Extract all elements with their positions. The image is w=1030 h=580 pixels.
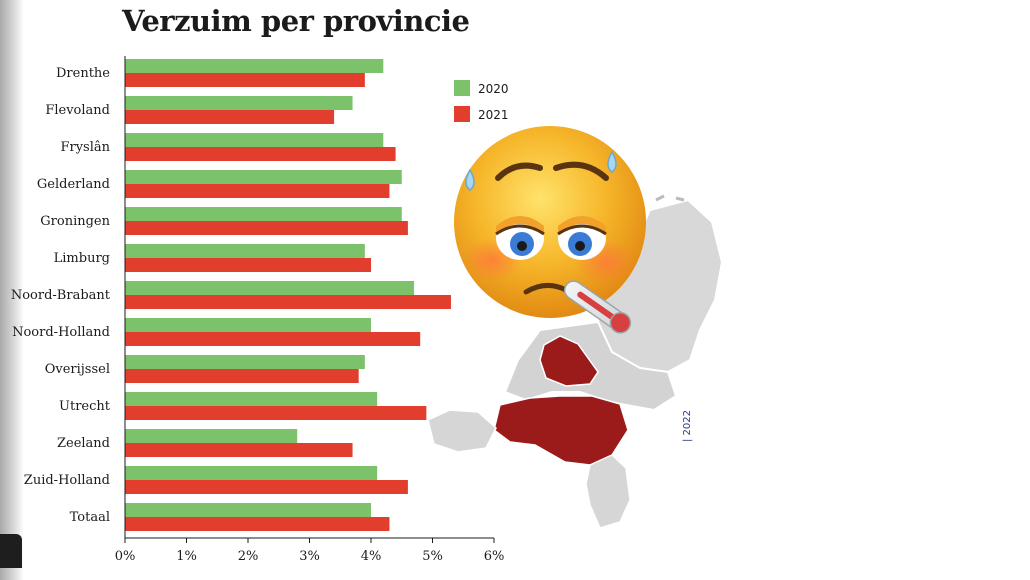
category-label: Overijssel (45, 362, 110, 377)
category-label: Flevoland (45, 103, 110, 118)
bar-2020-11 (125, 466, 378, 480)
bar-2021-1 (125, 110, 335, 124)
category-label: Noord-Brabant (11, 288, 111, 303)
map-zeeland (427, 409, 497, 453)
bar-2020-0 (125, 59, 384, 73)
bar-2021-4 (125, 221, 408, 235)
bar-2021-11 (125, 480, 408, 494)
x-tick-label: 0% (115, 549, 136, 564)
category-label: Limburg (54, 251, 110, 266)
bar-2021-3 (125, 184, 390, 198)
legend-label-2021: 2021 (478, 108, 509, 122)
x-tick-label: 4% (361, 549, 382, 564)
x-tick-label: 1% (176, 549, 197, 564)
bar-2021-8 (125, 369, 359, 383)
bar-2020-4 (125, 207, 402, 221)
bar-2021-9 (125, 406, 427, 420)
category-label: Gelderland (37, 177, 110, 192)
bar-2021-7 (125, 332, 421, 346)
category-label: Zeeland (57, 436, 110, 451)
bar-2021-6 (125, 295, 451, 309)
map-limburg (585, 454, 631, 529)
bar-2021-0 (125, 73, 365, 87)
category-label: Fryslân (60, 140, 110, 155)
x-tick-label: 6% (484, 549, 505, 564)
category-label: Noord-Holland (12, 325, 110, 340)
category-label: Groningen (40, 214, 110, 229)
page-edge-shadow (0, 0, 24, 580)
category-label: Zuid-Holland (24, 473, 110, 488)
bar-2020-6 (125, 281, 415, 295)
x-tick-label: 3% (299, 549, 320, 564)
map-noord-brabant (493, 395, 629, 466)
bar-2020-3 (125, 170, 402, 184)
bar-2020-9 (125, 392, 378, 406)
chart-title: Verzuim per provincie (122, 4, 470, 38)
legend-swatch-2020 (454, 80, 470, 96)
legend-label-2020: 2020 (478, 82, 509, 96)
bar-2020-12 (125, 503, 371, 517)
category-label: Totaal (70, 510, 110, 525)
bar-2020-7 (125, 318, 371, 332)
bar-2021-12 (125, 517, 390, 531)
bar-2021-2 (125, 147, 396, 161)
x-tick-label: 5% (422, 549, 443, 564)
category-label: Utrecht (59, 399, 111, 414)
bar-2020-10 (125, 429, 298, 443)
bar-2021-10 (125, 443, 353, 457)
x-tick-label: 2% (238, 549, 259, 564)
bar-2020-2 (125, 133, 384, 147)
credit-text: | 2022 (682, 410, 693, 442)
bar-2020-1 (125, 96, 353, 110)
map-flevoland (539, 335, 599, 387)
legend-swatch-2021 (454, 106, 470, 122)
corner-tab (0, 534, 22, 568)
bar-2021-5 (125, 258, 371, 272)
map-dots (655, 194, 685, 202)
sick-face-with-thermometer-icon (454, 126, 646, 334)
bar-2020-5 (125, 244, 365, 258)
category-label: Drenthe (56, 66, 110, 81)
bar-2020-8 (125, 355, 365, 369)
